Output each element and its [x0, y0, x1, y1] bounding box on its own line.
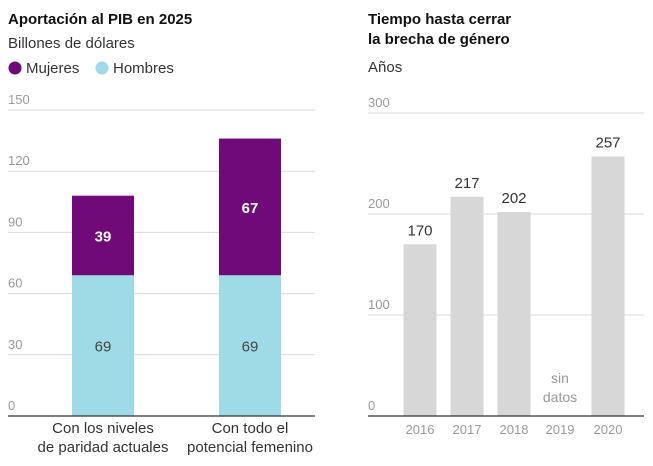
legend-label-hombres: Hombres	[113, 60, 174, 77]
data-label-hombres-1: 69	[95, 339, 112, 356]
data-label-2018: 202	[501, 190, 526, 207]
chart-1-y-tick: 60	[8, 276, 22, 291]
data-label-2016: 170	[407, 222, 432, 239]
chart-2-x-tick-2020: 2020	[594, 422, 623, 437]
chart-2-title: la brecha de género	[368, 31, 510, 48]
bar-2018	[497, 211, 531, 416]
chart-1-y-tick: 150	[8, 92, 30, 107]
legend-swatch-mujeres	[8, 61, 22, 75]
bar-2020	[591, 156, 625, 416]
legend-swatch-hombres	[95, 61, 109, 75]
chart-1-category-label: de paridad actuales	[38, 439, 169, 456]
chart-1-y-tick: 90	[8, 214, 22, 229]
data-label-mujeres-2: 67	[242, 200, 259, 217]
chart-1-category-label: Con los niveles	[52, 420, 154, 437]
legend-label-mujeres: Mujeres	[26, 60, 79, 77]
chart-1-subtitle: Billones de dólares	[8, 35, 135, 52]
chart-1-title: Aportación al PIB en 2025	[8, 11, 192, 28]
chart-1-category-label: potencial femenino	[187, 439, 313, 456]
chart-2-x-tick-2019: 2019	[546, 422, 575, 437]
chart-2-subtitle: Años	[368, 59, 402, 76]
chart-1-y-tick: 30	[8, 337, 22, 352]
bar-mujeres-2	[219, 138, 281, 276]
data-label-mujeres-1: 39	[95, 228, 112, 245]
bar-mujeres-1	[72, 195, 134, 276]
bar-hombres-2	[219, 275, 281, 416]
missing-data-label-2019: sin	[551, 370, 569, 386]
chart-1-y-tick: 120	[8, 153, 30, 168]
chart-2-y-tick: 0	[368, 398, 375, 413]
chart-2-y-tick: 200	[368, 196, 390, 211]
bar-2016	[403, 244, 437, 416]
data-label-hombres-2: 69	[242, 339, 259, 356]
bar-2017	[450, 196, 484, 416]
chart-2-y-tick: 300	[368, 95, 390, 110]
chart-2-x-tick-2016: 2016	[406, 422, 435, 437]
chart-1-y-tick: 0	[8, 398, 15, 413]
chart-2-y-tick: 100	[368, 297, 390, 312]
chart-2-title: Tiempo hasta cerrar	[368, 11, 511, 28]
data-label-2017: 217	[454, 175, 479, 192]
data-label-2020: 257	[595, 134, 620, 151]
chart-2-x-tick-2017: 2017	[453, 422, 482, 437]
missing-data-label-2019: datos	[543, 389, 577, 405]
bar-hombres-1	[72, 275, 134, 416]
chart-1-category-label: Con todo el	[212, 420, 289, 437]
chart-2-x-tick-2018: 2018	[500, 422, 529, 437]
